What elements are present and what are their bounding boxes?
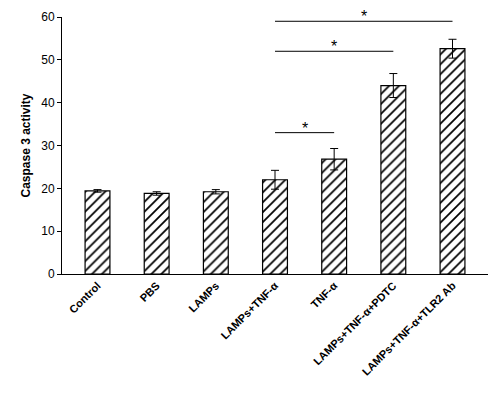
svg-text:Caspase 3 activity: Caspase 3 activity: [19, 93, 33, 197]
svg-text:0: 0: [48, 267, 55, 281]
svg-text:10: 10: [41, 224, 55, 238]
svg-text:LAMPs+TNF-α+PDTC: LAMPs+TNF-α+PDTC: [311, 279, 399, 367]
svg-text:PBS: PBS: [137, 280, 161, 304]
svg-text:LAMPs: LAMPs: [186, 280, 221, 315]
svg-text:LAMPs+TNF-α: LAMPs+TNF-α: [218, 279, 280, 341]
svg-text:*: *: [302, 120, 308, 137]
svg-text:*: *: [331, 38, 337, 55]
svg-text:LAMPs+TNF-α+TLR2 Ab: LAMPs+TNF-α+TLR2 Ab: [360, 279, 458, 377]
svg-text:*: *: [361, 8, 367, 25]
svg-text:30: 30: [41, 139, 55, 153]
svg-text:Control: Control: [67, 280, 103, 316]
svg-text:60: 60: [41, 10, 55, 24]
svg-text:40: 40: [41, 96, 55, 110]
svg-text:50: 50: [41, 53, 55, 67]
svg-text:20: 20: [41, 182, 55, 196]
svg-text:TNF-α: TNF-α: [308, 279, 339, 310]
